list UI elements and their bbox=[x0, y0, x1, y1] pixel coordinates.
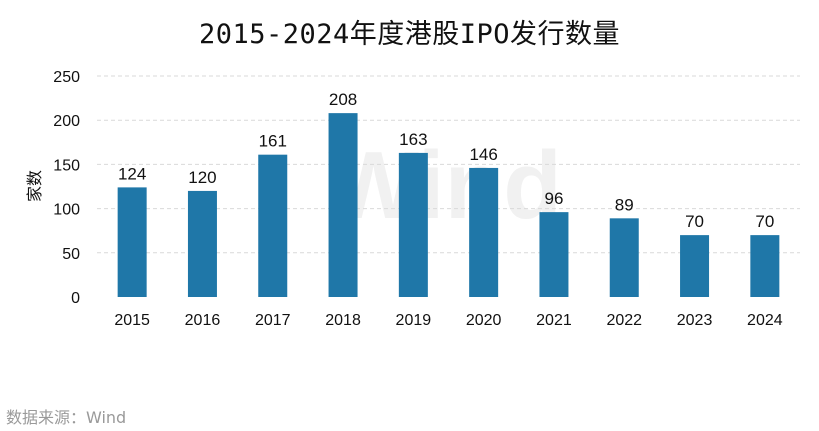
source-note: 数据来源：Wind bbox=[6, 408, 127, 427]
x-tick-label-2024: 2024 bbox=[747, 312, 783, 329]
y-axis-label: 家数 bbox=[25, 170, 44, 202]
y-axis-ticks: 0 50 100 150 200 250 bbox=[53, 69, 80, 307]
bar-2022 bbox=[609, 218, 639, 297]
x-tick-label-2018: 2018 bbox=[325, 312, 361, 329]
x-axis-ticks: 2015 2016 2017 2018 2019 2020 2021 2022 2023 2024 bbox=[114, 312, 782, 329]
x-tick-label-2022: 2022 bbox=[606, 312, 642, 329]
y-tick-label: 250 bbox=[53, 69, 80, 86]
x-tick-label-2017: 2017 bbox=[255, 312, 291, 329]
data-labels: 124 120 161 208 163 146 96 89 70 70 bbox=[118, 90, 774, 231]
data-label-2016: 120 bbox=[188, 168, 216, 187]
data-label-2015: 124 bbox=[118, 164, 146, 183]
y-tick-label: 0 bbox=[71, 290, 80, 307]
bar-2019 bbox=[398, 152, 428, 297]
data-label-2019: 163 bbox=[399, 130, 427, 149]
bar-2018 bbox=[328, 113, 358, 298]
data-label-2020: 146 bbox=[469, 145, 497, 164]
x-tick-label-2020: 2020 bbox=[466, 312, 502, 329]
y-tick-label: 100 bbox=[53, 202, 80, 219]
grid-lines bbox=[97, 75, 800, 254]
chart-title: 2015-2024年度港股IPO发行数量 bbox=[198, 19, 621, 50]
x-tick-label-2021: 2021 bbox=[536, 312, 572, 329]
data-label-2023: 70 bbox=[685, 212, 704, 231]
x-tick-label-2023: 2023 bbox=[677, 312, 713, 329]
x-tick-label-2015: 2015 bbox=[114, 312, 150, 329]
data-label-2018: 208 bbox=[329, 90, 357, 109]
data-label-2017: 161 bbox=[259, 132, 287, 151]
data-label-2021: 96 bbox=[544, 189, 563, 208]
bar-2021 bbox=[539, 212, 569, 297]
watermark-text: Wind bbox=[328, 132, 562, 239]
bar-2017 bbox=[258, 154, 288, 297]
bar-2016 bbox=[187, 190, 217, 297]
x-tick-label-2016: 2016 bbox=[185, 312, 221, 329]
data-label-2024: 70 bbox=[755, 212, 774, 231]
bars bbox=[117, 113, 780, 298]
bar-2015 bbox=[117, 187, 147, 297]
bar-2024 bbox=[750, 235, 780, 297]
data-label-2022: 89 bbox=[615, 195, 634, 214]
y-tick-label: 150 bbox=[53, 157, 80, 174]
y-tick-label: 50 bbox=[62, 246, 80, 263]
bar-2023 bbox=[680, 235, 710, 297]
bar-2020 bbox=[469, 167, 499, 297]
x-tick-label-2019: 2019 bbox=[396, 312, 432, 329]
y-tick-label: 200 bbox=[53, 113, 80, 130]
